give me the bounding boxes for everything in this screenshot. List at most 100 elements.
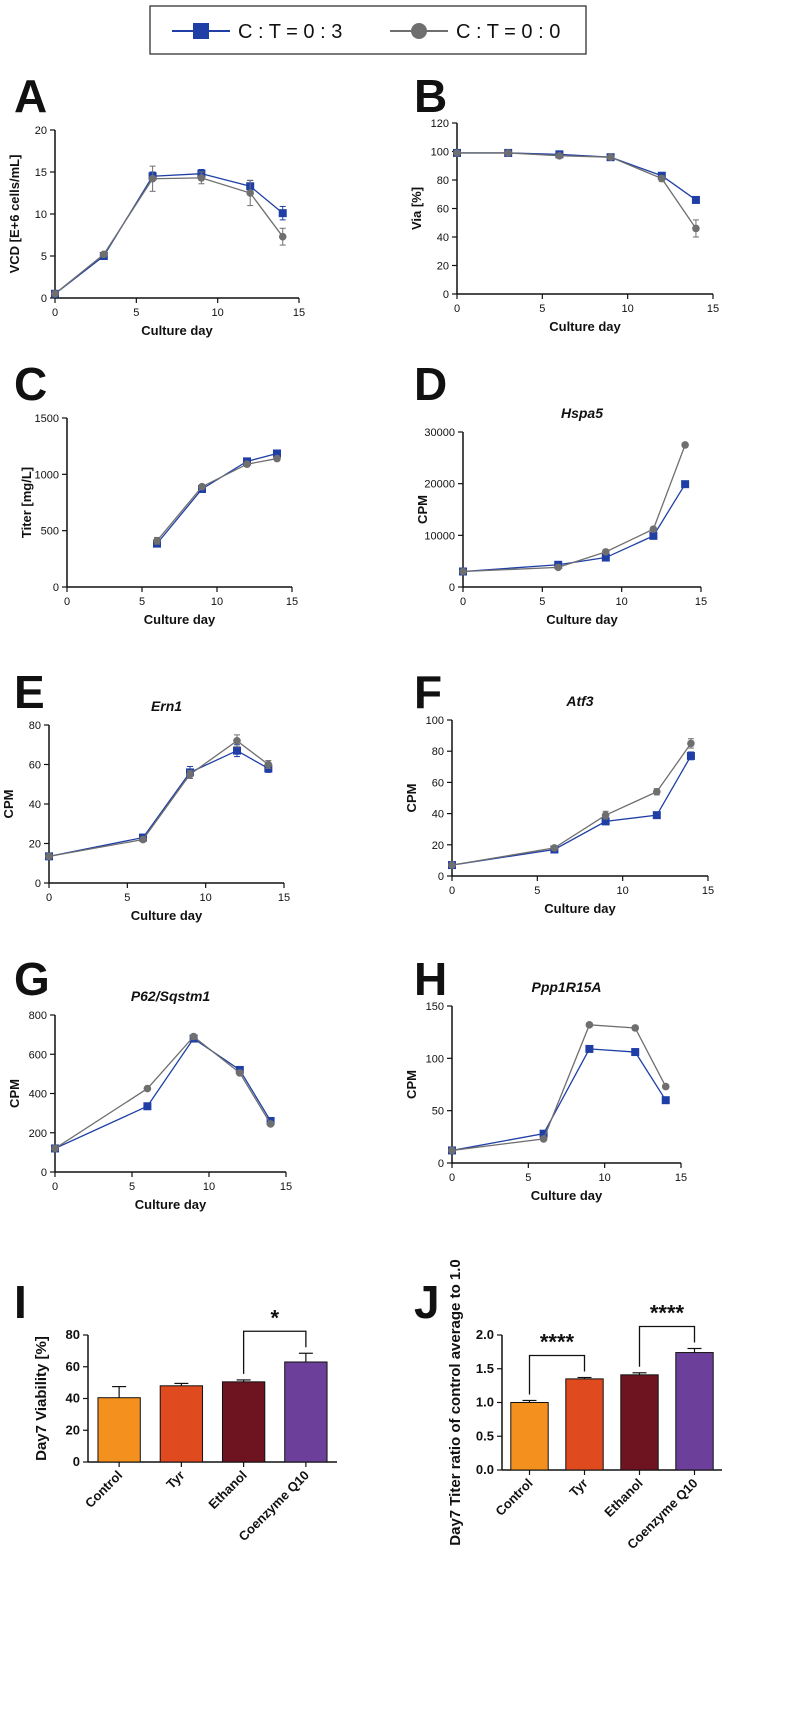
data-point [143,1084,152,1093]
data-point [273,454,281,463]
x-axis-title: Culture day [141,323,213,338]
bar [620,1374,659,1471]
x-tick-label: 15 [702,885,714,897]
series-line [451,755,692,866]
y-tick-label: 0 [35,878,41,890]
x-axis-title: Culture day [135,1197,207,1212]
charts: A 0 5 10 15 20 VCD [E+6 cells/mL] 0 5 10 15 Culture… [1,70,722,1552]
x-tick-label: 5 [539,596,545,608]
data-point [601,811,610,819]
y-axis-title: Titer [mg/L] [19,467,34,538]
data-point [143,1102,152,1111]
x-tick-label: 5 [129,1181,135,1193]
x-tick-label: 10 [200,892,212,904]
panel-letter: D [414,358,447,410]
data-point [692,224,700,233]
chart-panel-a: A 0 5 10 15 20 VCD [E+6 cells/mL] 0 5 10 15 Culture… [7,70,305,338]
y-tick-label: 1.0 [476,1395,494,1410]
panel-letter: C [14,358,47,410]
significance-label: **** [650,1301,685,1326]
y-tick-label: 40 [432,809,444,821]
chart-panel-j: J 0.0 0.5 1.0 1.5 2.0 Day7 Titer ratio of cont… [414,1259,722,1552]
series-1 [51,168,287,298]
chart-title: Ppp1R15A [531,979,601,995]
x-tick-label: 15 [707,303,719,315]
y-axis-title: Day7 Titer ratio of control average to 1… [447,1259,464,1545]
data-point [186,770,194,779]
x-tick-label: 15 [695,596,707,608]
bar [675,1352,714,1471]
x-tick-label: 5 [133,307,139,319]
y-axis-title: CPM [7,1079,22,1108]
series-line [156,457,278,542]
significance-bracket [528,1354,586,1395]
significance-bracket [638,1325,696,1367]
y-tick-label: 200 [29,1128,47,1140]
x-tick-label: 10 [616,596,628,608]
y-tick-label: 60 [29,760,41,772]
data-point [448,861,456,869]
y-tick-label: 100 [431,147,449,159]
y-axis-title: VCD [E+6 cells/mL] [7,155,22,274]
y-tick-label: 0.5 [476,1428,494,1443]
data-point [51,290,59,298]
x-tick-label: Tyr [163,1468,187,1492]
legend-label-series-1: C : T = 0 : 3 [238,21,342,43]
chart-panel-i: I 0 20 40 60 80 Day7 Viability [%] Control Tyr Et… [14,1276,337,1544]
y-tick-label: 40 [29,799,41,811]
y-tick-label: 80 [437,175,449,187]
x-tick-label: 10 [599,1172,611,1184]
legend-label-series-2: C : T = 0 : 0 [456,21,560,43]
x-tick-label: 0 [64,596,70,608]
y-tick-label: 0 [41,1167,47,1179]
panel-letter: E [14,666,45,718]
x-tick-label: 15 [293,307,305,319]
significance-label: **** [540,1330,575,1355]
chart-panel-h: H 0 50 100 150 CPM 0 5 10 15 Culture day Ppp1R15A [404,953,687,1203]
y-tick-label: 400 [29,1089,47,1101]
panel-letter: J [414,1276,440,1328]
data-point [649,531,658,540]
data-point [691,195,700,204]
y-tick-label: 500 [41,526,59,538]
x-tick-label: 10 [212,307,224,319]
data-point [686,751,695,760]
y-tick-label: 0 [438,871,444,883]
data-point [236,1069,244,1077]
y-axis-title: CPM [404,1070,419,1099]
x-axis-title: Culture day [144,612,216,627]
data-point [45,852,53,861]
series-line [462,444,686,573]
legend: C : T = 0 : 3 C : T = 0 : 0 [149,5,587,55]
y-tick-label: 1000 [35,469,59,481]
x-tick-label: Control [492,1476,535,1519]
data-point [189,1032,198,1041]
data-point [602,548,610,556]
bar [565,1378,604,1471]
x-axis-title: Culture day [544,901,616,916]
y-tick-label: 150 [426,1001,444,1013]
y-tick-label: 20 [432,840,444,852]
chart-panel-d: D 0 10000 20000 30000 CPM 0 5 10 15 Culture day Hsp… [414,358,707,627]
x-tick-label: 0 [460,596,466,608]
data-point [652,811,661,820]
x-tick-label: 5 [539,303,545,315]
y-tick-label: 20 [437,261,449,273]
y-tick-label: 800 [29,1010,47,1022]
series-2 [448,738,695,869]
data-point [51,1144,59,1153]
data-point [459,567,467,576]
series-1 [51,1034,275,1153]
data-point [246,189,254,197]
y-tick-label: 0 [73,1454,80,1469]
y-tick-label: 120 [431,118,449,130]
data-point [649,525,658,533]
chart-panel-e: E 0 20 40 60 80 CPM 0 5 10 15 Culture day Ern1 [1,666,290,923]
y-tick-label: 15 [35,167,47,179]
x-tick-label: 0 [449,1172,455,1184]
y-tick-label: 80 [29,720,41,732]
data-point [233,746,241,755]
significance-bracket [242,1330,307,1374]
series-2 [448,1021,670,1155]
series-2 [453,149,700,238]
